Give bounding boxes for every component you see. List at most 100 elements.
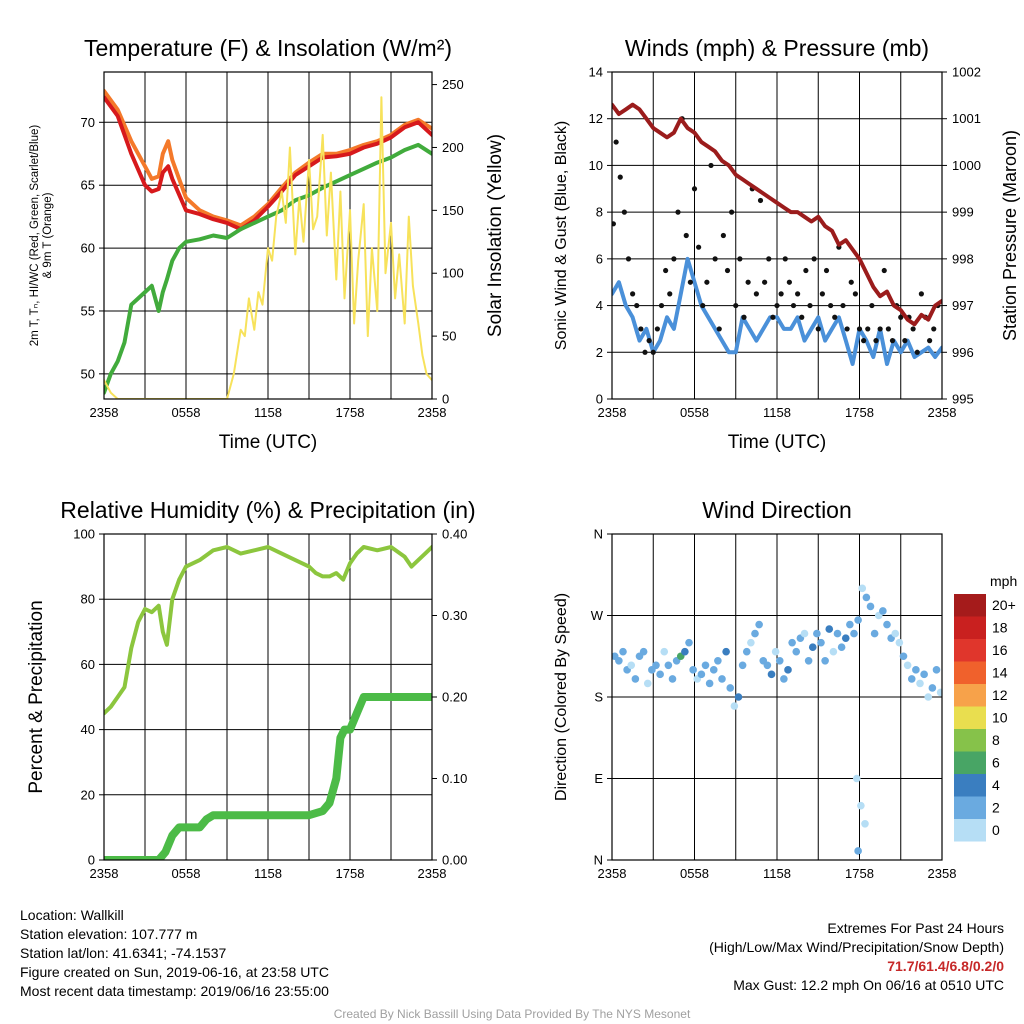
gust-point [642, 349, 648, 355]
extremes-panel: Extremes For Past 24 Hours (High/Low/Max… [709, 919, 1004, 995]
gust-point [737, 256, 743, 262]
direction-point [879, 607, 887, 615]
gust-point [823, 267, 830, 274]
y-right-tick-label: 0.10 [442, 771, 467, 786]
gust-point [696, 244, 702, 250]
y-tick-label: 20 [81, 787, 95, 802]
gust-point [687, 279, 693, 285]
dir-ylabel: Direction (Colored By Speed) [553, 593, 570, 801]
direction-point [681, 647, 689, 656]
temp-ylabel-line1: 2m T, Tₙ, HI/WC (Red, Green, Scarlet/Blu… [29, 125, 41, 347]
y-tick-label: 100 [73, 527, 95, 542]
gust-point [865, 326, 871, 332]
gust-point [667, 291, 673, 297]
gust-point [741, 314, 747, 320]
gust-point [613, 139, 619, 145]
gust-point [625, 256, 632, 262]
wind-ylabel: Sonic Wind & Gust (Blue, Black) [553, 121, 570, 350]
direction-point [656, 670, 664, 679]
gust-point [861, 338, 867, 344]
direction-point [861, 819, 869, 828]
series-line-0 [612, 256, 942, 366]
x-tick-label: 1158 [254, 405, 282, 420]
gust-point [762, 279, 768, 285]
colorbar-swatch [954, 729, 986, 752]
gust-point [621, 209, 627, 215]
gust-point [877, 326, 883, 332]
direction-point [780, 675, 788, 683]
y-tick-label: 14 [589, 65, 603, 80]
x-tick-label: 2358 [90, 405, 119, 420]
colorbar-swatch [954, 661, 986, 684]
direction-point [821, 656, 829, 665]
y-tick-label: 12 [589, 111, 603, 126]
direction-point [850, 629, 858, 638]
direction-point [701, 661, 710, 670]
extremes-subtitle: (High/Low/Max Wind/Precipitation/Snow De… [709, 939, 1004, 955]
gust-point [807, 302, 813, 309]
x-tick-label: 2358 [598, 866, 627, 881]
gust-point [704, 279, 710, 285]
gust-point [840, 302, 846, 309]
direction-point [714, 656, 722, 665]
direction-points [612, 584, 942, 855]
gust-point [683, 232, 689, 239]
rh-plot-area [104, 545, 432, 860]
gust-point [778, 291, 784, 297]
series-line-1 [104, 693, 432, 860]
direction-point [697, 670, 706, 679]
gust-point [700, 302, 706, 309]
direction-point [912, 666, 920, 674]
direction-point [870, 629, 879, 638]
direction-point [813, 629, 821, 638]
gust-point [658, 302, 665, 309]
x-tick-label: 1758 [845, 866, 874, 881]
temp-title: Temperature (F) & Insolation (W/m²) [84, 35, 452, 61]
wind-title: Winds (mph) & Pressure (mb) [625, 35, 929, 61]
direction-point [747, 638, 755, 647]
direction-point [668, 675, 677, 683]
gust-point [766, 256, 772, 262]
temp-plot-area [104, 88, 432, 399]
gust-point [869, 302, 875, 309]
y-right-tick-label: 998 [952, 251, 974, 266]
temp-ylabel-right: Solar Insolation (Yellow) [485, 134, 506, 337]
gust-point [918, 291, 924, 297]
direction-point [866, 602, 875, 611]
gust-point [902, 338, 908, 344]
latlon-text: Station lat/lon: 41.6341; -74.1537 [20, 945, 227, 961]
y-tick-label: 60 [81, 241, 95, 256]
direction-point [742, 647, 751, 656]
direction-point [899, 652, 908, 661]
gust-point [910, 326, 916, 332]
direction-point [916, 679, 924, 688]
direction-point [857, 801, 865, 810]
gust-point [914, 349, 920, 355]
colorbar-label: 18 [992, 620, 1008, 636]
x-tick-label: 2358 [598, 405, 627, 420]
direction-point [792, 647, 801, 656]
dir-title: Wind Direction [702, 497, 852, 523]
gust-point [786, 279, 792, 285]
direction-point [854, 616, 862, 624]
gust-point [803, 267, 809, 274]
colorbar-swatch [954, 594, 986, 617]
y-tick-label: 65 [81, 178, 95, 193]
direction-point [775, 656, 784, 665]
wind-plot-area [612, 102, 942, 366]
gust-point [898, 314, 904, 320]
y-tick-label: 0 [596, 392, 603, 407]
colorbar-label: 16 [992, 642, 1008, 658]
direction-point [907, 675, 916, 683]
direction-point [685, 638, 693, 647]
y-tick-label: E [594, 771, 603, 786]
y-tick-label: 8 [596, 205, 603, 220]
direction-point [763, 661, 772, 670]
x-tick-label: 0558 [680, 405, 709, 420]
gust-point [844, 326, 850, 332]
speed-colorbar: mph 20+ 18 16 14 12 10 8 6 4 2 0 [954, 573, 1017, 842]
temp-xlabel: Time (UTC) [219, 432, 318, 453]
y-right-tick-label: 995 [952, 392, 974, 407]
